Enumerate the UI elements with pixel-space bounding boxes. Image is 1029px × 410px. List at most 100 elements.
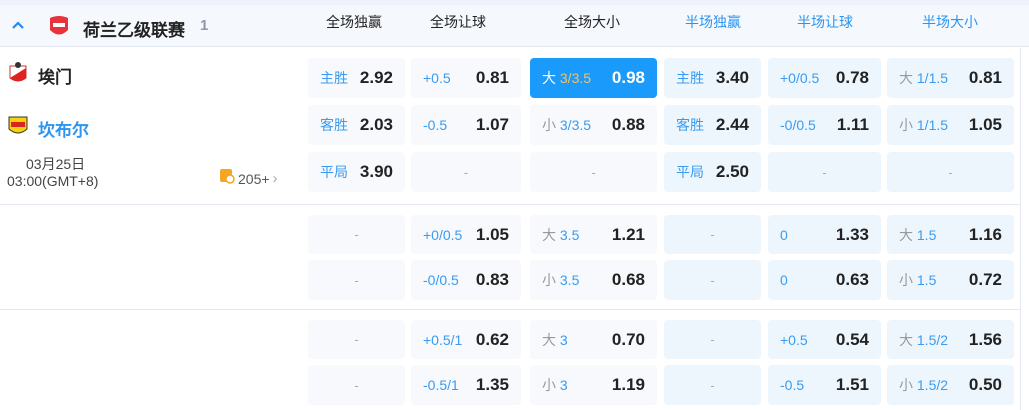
odds-cell[interactable]: 小 1.5/2 0.50 xyxy=(887,365,1014,405)
odds-cell[interactable]: 小 1.5 0.72 xyxy=(887,260,1014,300)
odds-cell[interactable]: 客胜 2.44 xyxy=(664,105,761,145)
odds-cell[interactable]: 小 3.5 0.68 xyxy=(530,260,657,300)
odds-line: +0/0.5 xyxy=(780,70,820,86)
odds-cell[interactable]: 大 3/3.5 0.98 xyxy=(530,58,657,98)
odds-cell[interactable]: +0/0.5 0.78 xyxy=(768,58,881,98)
odds-cell: - xyxy=(664,215,761,254)
match-date: 03月25日 xyxy=(26,156,86,172)
over-under-prefix: 大 xyxy=(899,226,913,243)
odds-line: 0 xyxy=(780,272,788,288)
odds-cell[interactable]: -0/0.5 0.83 xyxy=(411,260,521,300)
chevron-up-icon[interactable] xyxy=(10,17,26,33)
odds-cell: - xyxy=(308,215,405,254)
odds-value: 2.03 xyxy=(359,115,393,134)
odds-cell[interactable]: -0.5/1 1.35 xyxy=(411,365,521,405)
odds-cell[interactable]: 小 3 1.19 xyxy=(530,365,657,405)
odds-value: 0.78 xyxy=(835,68,869,87)
odds-label: 小 3.5 xyxy=(542,270,579,290)
odds-cell[interactable]: +0.5/1 0.62 xyxy=(411,320,521,359)
odds-value: 1.11 xyxy=(836,115,869,134)
odds-label: -0/0.5 xyxy=(780,117,816,133)
odds-line: 3 xyxy=(559,377,568,393)
odds-line: 1.5/2 xyxy=(916,331,949,348)
odds-line: 3.5 xyxy=(559,226,580,243)
odds-cell[interactable]: 平局 2.50 xyxy=(664,152,761,192)
odds-cell[interactable]: -0.5 1.51 xyxy=(768,365,881,405)
odds-cell[interactable]: 大 1.5 1.16 xyxy=(887,215,1014,254)
odds-label: -0.5 xyxy=(423,117,447,133)
odds-line: 1.5/2 xyxy=(916,377,949,393)
odds-value: 1.51 xyxy=(835,375,869,394)
scrollbar[interactable] xyxy=(1020,48,1021,410)
odds-cell: - xyxy=(887,152,1014,192)
odds-cell[interactable]: +0.5 0.81 xyxy=(411,58,521,98)
empty-odds: - xyxy=(463,164,469,180)
odds-label: 大 3.5 xyxy=(542,225,579,245)
odds-label: -0.5 xyxy=(780,377,804,393)
odds-label: 小 1.5 xyxy=(899,270,936,290)
odds-cell[interactable]: 大 3.5 1.21 xyxy=(530,215,657,254)
odds-line: 3/3.5 xyxy=(559,70,592,86)
odds-cell[interactable]: 大 3 0.70 xyxy=(530,320,657,359)
odds-label: +0/0.5 xyxy=(780,70,819,86)
empty-odds: - xyxy=(354,377,359,393)
odds-cell[interactable]: +0.5 0.54 xyxy=(768,320,881,359)
column-header[interactable]: 半场让球 xyxy=(797,14,853,30)
odds-cell[interactable]: 平局 3.90 xyxy=(308,152,405,192)
odds-cell[interactable]: 客胜 2.03 xyxy=(308,105,405,145)
odds-cell: - xyxy=(530,152,657,192)
odds-label: 大 3 xyxy=(542,330,568,350)
away-team[interactable]: 坎布尔 xyxy=(38,121,89,140)
odds-value: 0.50 xyxy=(968,375,1002,394)
column-header[interactable]: 全场独赢 xyxy=(326,14,382,30)
odds-cell[interactable]: 主胜 2.92 xyxy=(308,58,405,98)
odds-line: 平局 xyxy=(320,164,348,180)
odds-value: 3.40 xyxy=(715,68,749,87)
odds-cell[interactable]: 小 3/3.5 0.88 xyxy=(530,105,657,145)
odds-cell[interactable]: 大 1.5/2 1.56 xyxy=(887,320,1014,359)
odds-value: 0.54 xyxy=(835,329,869,349)
odds-value: 1.56 xyxy=(968,329,1002,349)
odds-cell: - xyxy=(664,260,761,300)
odds-cell[interactable]: -0/0.5 1.11 xyxy=(768,105,881,145)
odds-cell[interactable]: 0 0.63 xyxy=(768,260,881,300)
odds-value: 1.35 xyxy=(475,375,509,394)
odds-cell[interactable]: +0/0.5 1.05 xyxy=(411,215,521,254)
odds-cell[interactable]: 大 1/1.5 0.81 xyxy=(887,58,1014,98)
empty-odds: - xyxy=(354,227,359,242)
over-under-prefix: 小 xyxy=(542,377,556,393)
over-under-prefix: 大 xyxy=(899,70,913,86)
chevron-right-icon: › xyxy=(272,170,278,187)
column-header[interactable]: 全场让球 xyxy=(430,14,486,30)
column-header[interactable]: 全场大小 xyxy=(564,14,620,30)
match-time: 03:00(GMT+8) xyxy=(7,173,99,189)
odds-label: 平局 xyxy=(676,162,704,182)
league-header[interactable]: 荷兰乙级联赛 1 xyxy=(0,5,1029,47)
odds-line: 0 xyxy=(780,226,788,243)
empty-odds: - xyxy=(591,164,596,180)
odds-line: -0/0.5 xyxy=(423,272,459,288)
more-markets-link[interactable]: 205+ › xyxy=(219,168,278,189)
odds-line: +0.5 xyxy=(780,331,808,348)
odds-cell[interactable]: -0.5 1.07 xyxy=(411,105,521,145)
column-header[interactable]: 半场大小 xyxy=(922,14,978,30)
odds-label: +0/0.5 xyxy=(423,227,462,243)
odds-line: -0.5/1 xyxy=(423,377,459,393)
odds-line: 主胜 xyxy=(320,70,348,86)
empty-odds: - xyxy=(822,164,827,180)
odds-line: 主胜 xyxy=(676,70,704,86)
home-team-logo-icon xyxy=(9,62,27,89)
odds-cell[interactable]: 0 1.33 xyxy=(768,215,881,254)
odds-line: -0/0.5 xyxy=(780,117,816,133)
over-under-prefix: 小 xyxy=(899,272,913,288)
odds-cell[interactable]: 小 1/1.5 1.05 xyxy=(887,105,1014,145)
odds-label: 客胜 xyxy=(676,115,704,135)
odds-value: 2.44 xyxy=(715,115,749,134)
odds-label: -0/0.5 xyxy=(423,272,459,288)
column-header[interactable]: 半场独赢 xyxy=(685,14,741,30)
divider xyxy=(0,309,1020,310)
match-count: 1 xyxy=(200,17,209,34)
odds-cell[interactable]: 主胜 3.40 xyxy=(664,58,761,98)
home-team[interactable]: 埃门 xyxy=(38,68,72,87)
odds-value: 3.90 xyxy=(359,162,393,181)
